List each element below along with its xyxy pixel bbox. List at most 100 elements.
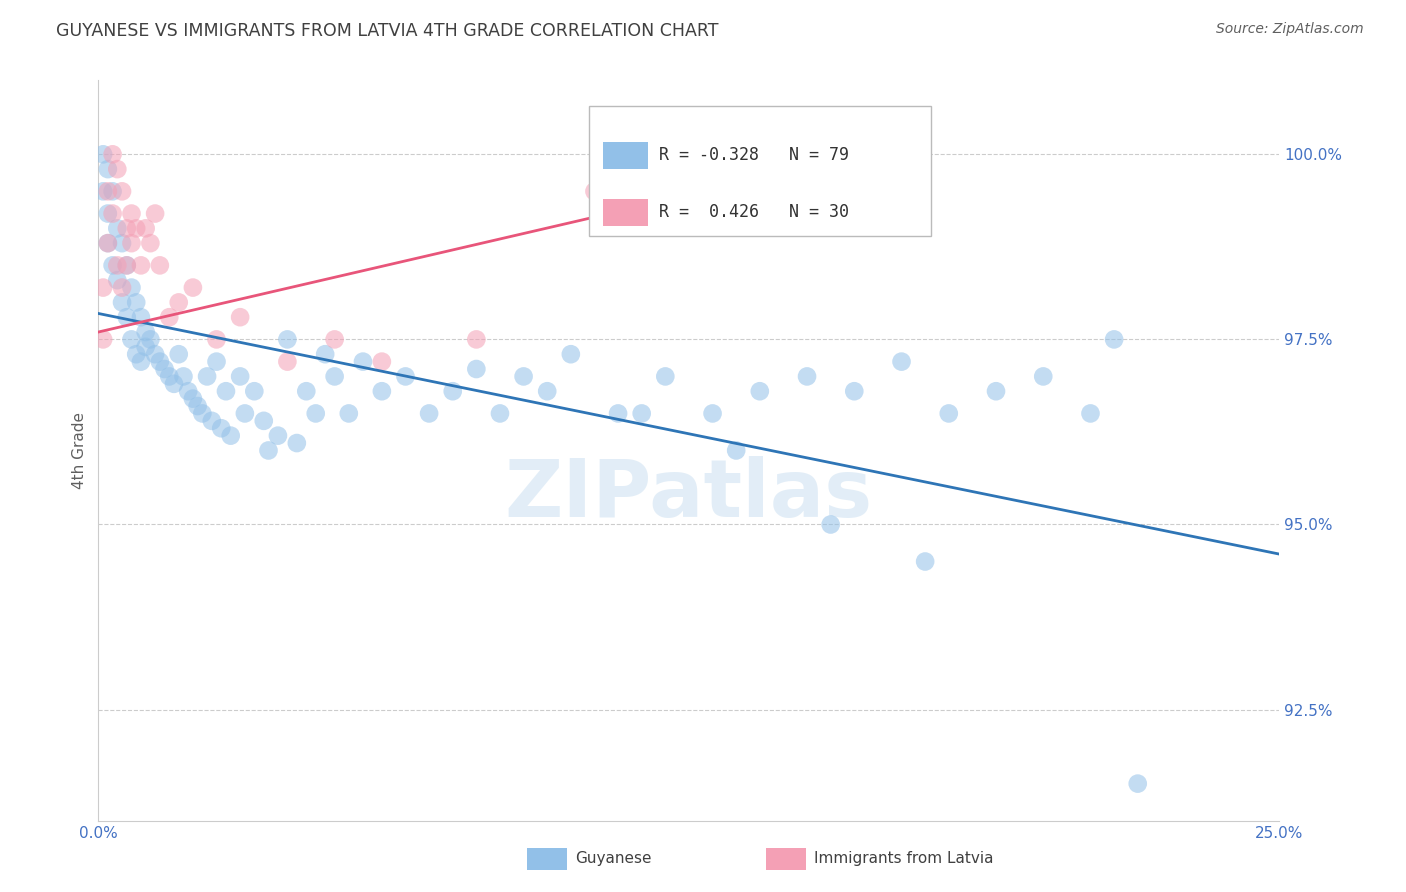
Point	[149, 258, 172, 272]
Point	[253, 414, 276, 428]
Point	[121, 332, 143, 346]
Point	[441, 384, 464, 399]
Point	[105, 221, 128, 235]
Point	[135, 221, 157, 235]
Point	[101, 258, 124, 272]
Point	[111, 280, 134, 294]
Point	[97, 236, 120, 251]
Point	[97, 184, 120, 198]
Point	[209, 421, 232, 435]
Point	[938, 407, 960, 421]
Point	[101, 147, 124, 161]
Point	[702, 407, 724, 421]
Point	[143, 347, 166, 361]
Point	[371, 354, 394, 368]
Point	[276, 332, 298, 346]
Text: Guyanese: Guyanese	[575, 852, 651, 866]
Point	[167, 295, 190, 310]
Point	[465, 362, 488, 376]
Point	[129, 258, 152, 272]
Point	[844, 384, 866, 399]
Point	[91, 147, 114, 161]
Point	[97, 236, 120, 251]
Point	[129, 310, 152, 325]
Text: R =  0.426   N = 30: R = 0.426 N = 30	[659, 203, 849, 221]
Point	[115, 258, 138, 272]
Point	[101, 206, 124, 220]
Point	[172, 369, 194, 384]
Point	[143, 206, 166, 220]
Point	[181, 392, 204, 406]
Point	[489, 407, 512, 421]
Point	[105, 162, 128, 177]
Text: ZIPatlas: ZIPatlas	[505, 456, 873, 534]
Point	[607, 407, 630, 421]
Point	[394, 369, 416, 384]
Point	[323, 369, 346, 384]
Point	[91, 332, 114, 346]
Point	[129, 354, 152, 368]
Point	[139, 332, 162, 346]
Point	[465, 332, 488, 346]
Point	[257, 443, 280, 458]
Point	[139, 236, 162, 251]
Point	[125, 347, 148, 361]
Text: GUYANESE VS IMMIGRANTS FROM LATVIA 4TH GRADE CORRELATION CHART: GUYANESE VS IMMIGRANTS FROM LATVIA 4TH G…	[56, 22, 718, 40]
Point	[233, 407, 256, 421]
Point	[121, 280, 143, 294]
Point	[229, 369, 252, 384]
Point	[536, 384, 558, 399]
Point	[267, 428, 290, 442]
Point	[305, 407, 328, 421]
Point	[337, 407, 360, 421]
Point	[125, 221, 148, 235]
Point	[512, 369, 534, 384]
Y-axis label: 4th Grade: 4th Grade	[72, 412, 87, 489]
Point	[135, 340, 157, 354]
Point	[1080, 407, 1102, 421]
Point	[91, 280, 114, 294]
Point	[748, 384, 770, 399]
Point	[314, 347, 336, 361]
Point	[105, 258, 128, 272]
Point	[191, 407, 214, 421]
Point	[181, 280, 204, 294]
Point	[725, 443, 748, 458]
Point	[91, 184, 114, 198]
Point	[101, 184, 124, 198]
Point	[105, 273, 128, 287]
Point	[163, 376, 186, 391]
Point	[1102, 332, 1125, 346]
Point	[111, 236, 134, 251]
Point	[205, 332, 228, 346]
Point	[560, 347, 582, 361]
Point	[125, 295, 148, 310]
Point	[630, 407, 652, 421]
Point	[243, 384, 266, 399]
Point	[97, 162, 120, 177]
Point	[195, 369, 218, 384]
Point	[796, 369, 818, 384]
Point	[115, 310, 138, 325]
Point	[157, 310, 180, 325]
Point	[276, 354, 298, 368]
Point	[323, 332, 346, 346]
Point	[229, 310, 252, 325]
Point	[111, 184, 134, 198]
Point	[97, 206, 120, 220]
Point	[205, 354, 228, 368]
Point	[115, 258, 138, 272]
Point	[654, 369, 676, 384]
Point	[121, 236, 143, 251]
Point	[219, 428, 242, 442]
Point	[149, 354, 172, 368]
Point	[157, 369, 180, 384]
Text: Source: ZipAtlas.com: Source: ZipAtlas.com	[1216, 22, 1364, 37]
Point	[352, 354, 374, 368]
Point	[201, 414, 224, 428]
Point	[418, 407, 440, 421]
Point	[215, 384, 238, 399]
Point	[121, 206, 143, 220]
Point	[153, 362, 176, 376]
Point	[115, 221, 138, 235]
